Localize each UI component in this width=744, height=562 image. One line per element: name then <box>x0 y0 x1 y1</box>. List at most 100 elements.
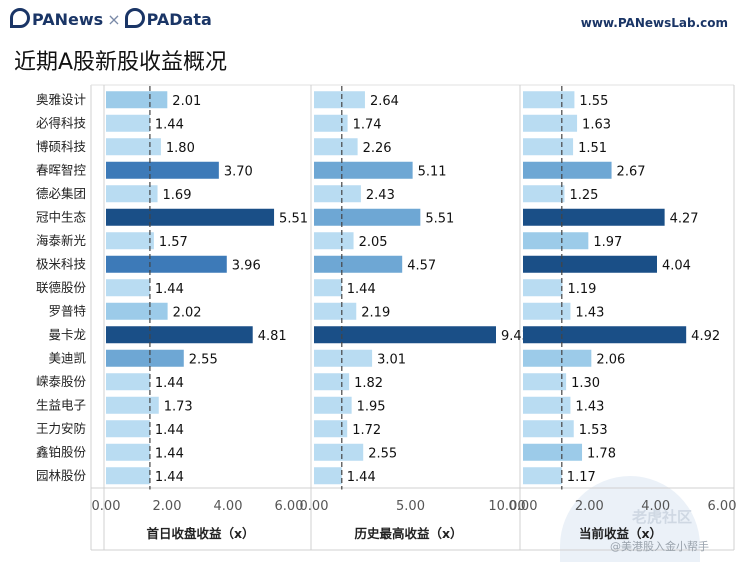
data-label: 1.95 <box>357 399 386 414</box>
data-label: 2.05 <box>359 235 388 250</box>
data-label: 1.44 <box>155 446 184 461</box>
data-label: 1.17 <box>567 470 596 485</box>
bar <box>314 467 342 485</box>
category-label: 极米科技 <box>36 256 87 271</box>
data-label: 1.44 <box>155 470 184 485</box>
bar <box>106 396 159 414</box>
bar <box>523 349 592 367</box>
bar <box>106 349 184 367</box>
category-label: 园林股份 <box>36 468 87 483</box>
data-label: 1.19 <box>567 282 596 297</box>
x-tick-label: 4.00 <box>214 499 243 514</box>
data-label: 1.44 <box>347 470 376 485</box>
x-tick-label: 0.00 <box>92 499 121 514</box>
bar <box>314 255 403 273</box>
data-label: 1.74 <box>353 117 382 132</box>
data-label: 1.44 <box>155 423 184 438</box>
bar <box>106 138 161 156</box>
bar <box>314 91 365 109</box>
data-label: 2.26 <box>363 141 392 156</box>
data-label: 1.44 <box>155 282 184 297</box>
bar <box>314 138 358 156</box>
x-tick-label: 6.00 <box>275 499 304 514</box>
bar <box>314 373 350 391</box>
bar <box>314 114 348 132</box>
x-tick-label: 10.00 <box>488 499 525 514</box>
data-label: 1.97 <box>593 235 622 250</box>
brand-logo: PANews × PAData <box>10 8 212 29</box>
x-tick-label: 2.00 <box>575 499 604 514</box>
bar <box>106 91 168 109</box>
category-label: 王力安防 <box>36 421 86 436</box>
bar <box>523 114 578 132</box>
data-label: 3.96 <box>232 258 261 273</box>
bar <box>523 255 657 273</box>
bar <box>314 396 352 414</box>
bar <box>106 232 154 250</box>
bar <box>314 185 361 203</box>
data-label: 2.55 <box>189 352 218 367</box>
category-label: 春晖智控 <box>36 162 87 177</box>
data-label: 4.27 <box>670 211 699 226</box>
data-label: 1.44 <box>347 282 376 297</box>
data-label: 1.44 <box>155 117 184 132</box>
data-label: 1.55 <box>579 94 608 109</box>
bar <box>523 373 567 391</box>
data-label: 4.92 <box>691 329 720 344</box>
data-label: 3.70 <box>224 164 253 179</box>
bar <box>106 279 150 297</box>
bar <box>523 161 612 179</box>
data-label: 1.51 <box>578 141 607 156</box>
data-label: 3.01 <box>377 352 406 367</box>
bar <box>523 185 565 203</box>
site-url: www.PANewsLab.com <box>580 16 728 30</box>
data-label: 1.78 <box>587 446 616 461</box>
category-label: 海泰新光 <box>36 233 86 248</box>
watermark-author: @美港股入金小帮手 <box>610 540 709 553</box>
category-label: 嵘泰股份 <box>36 374 87 389</box>
bar <box>106 373 150 391</box>
category-label: 德必集团 <box>36 186 86 201</box>
x-tick-label: 5.00 <box>396 499 425 514</box>
category-label: 曼卡龙 <box>48 327 86 342</box>
category-label: 罗普特 <box>48 303 86 318</box>
bar <box>106 114 150 132</box>
data-label: 1.72 <box>352 423 381 438</box>
bar <box>523 467 562 485</box>
bar <box>523 232 589 250</box>
watermark-community: 老虎社区 <box>632 508 693 526</box>
x-tick-label: 0.00 <box>300 499 329 514</box>
data-label: 1.73 <box>164 399 193 414</box>
bar <box>523 138 574 156</box>
bar <box>106 467 150 485</box>
data-label: 2.64 <box>370 94 399 109</box>
bar <box>523 443 583 461</box>
data-label: 2.55 <box>368 446 397 461</box>
data-label: 1.69 <box>163 188 192 203</box>
x-tick-label: 2.00 <box>153 499 182 514</box>
data-label: 2.19 <box>361 305 390 320</box>
bar <box>523 326 687 344</box>
category-label: 博硕科技 <box>36 139 87 154</box>
category-label: 美迪凯 <box>48 350 86 365</box>
bar <box>106 208 275 226</box>
bar <box>523 302 571 320</box>
bar <box>106 185 158 203</box>
data-label: 4.57 <box>407 258 436 273</box>
chart-title: 近期A股新股收益概况 <box>14 50 228 75</box>
x-tick-label: 4.00 <box>641 499 670 514</box>
data-label: 2.06 <box>596 352 625 367</box>
bar <box>314 349 373 367</box>
data-label: 9.43 <box>501 329 530 344</box>
category-label: 联德股份 <box>36 280 87 295</box>
header: PANews × PAData www.PANewsLab.com <box>0 0 744 40</box>
category-label: 鑫铂股份 <box>36 444 87 459</box>
bar <box>523 279 563 297</box>
data-label: 1.82 <box>354 376 383 391</box>
data-label: 2.01 <box>172 94 201 109</box>
x-tick-label: 0.00 <box>509 499 538 514</box>
data-label: 4.81 <box>258 329 287 344</box>
x-tick-label: 6.00 <box>708 499 737 514</box>
bar <box>523 420 574 438</box>
